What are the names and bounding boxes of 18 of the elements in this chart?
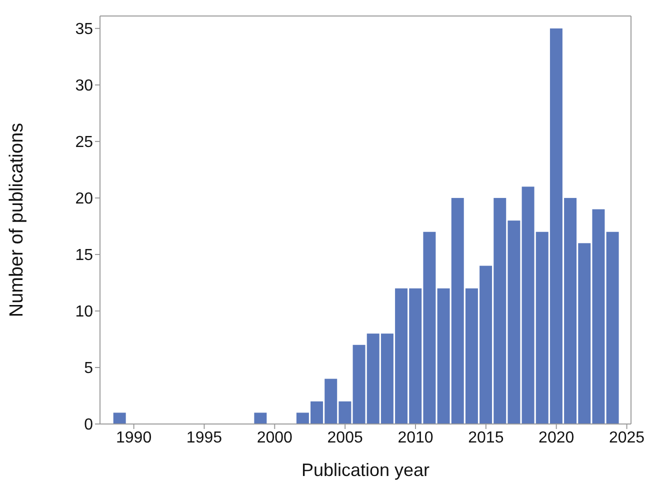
x-tick-label: 2015 [468,429,504,446]
y-tick-label: 20 [75,190,94,208]
y-tick-label: 5 [84,360,94,378]
y-tick-label: 10 [75,304,94,321]
y-tick-label: 25 [75,134,94,152]
x-tick-label: 1990 [116,429,152,446]
y-tick-label: 0 [84,416,94,434]
x-tick-label: 2020 [538,429,574,446]
x-tick-label: 2010 [398,429,434,446]
x-tick-label: 2000 [256,429,293,446]
x-tick-label: 2025 [608,429,645,446]
x-tick-label: 1995 [186,429,222,446]
x-tick-label: 2005 [327,429,363,446]
y-tick-label: 15 [75,247,94,264]
y-tick-label: 30 [75,78,94,95]
x-axis-title: Publication year [301,460,430,480]
y-axis-title: Number of publications [6,122,28,318]
y-tick-label: 35 [75,21,94,38]
